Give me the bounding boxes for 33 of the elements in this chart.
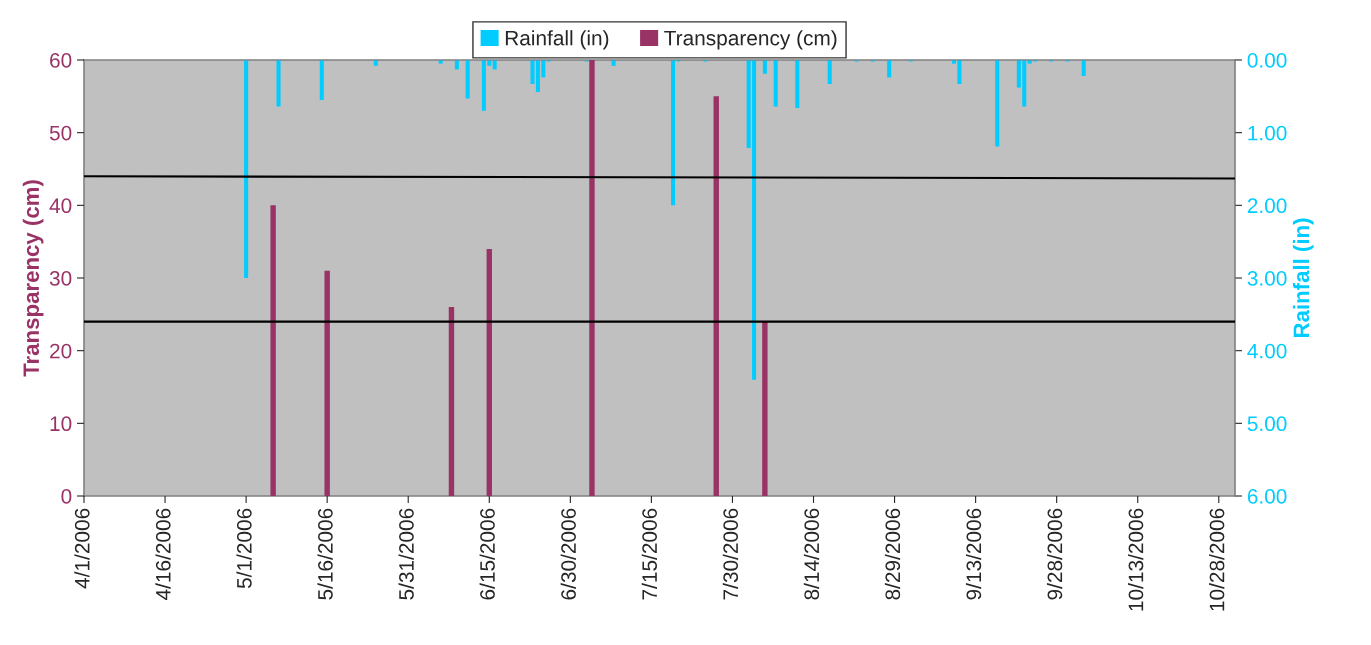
y-tick-label: 40: [49, 198, 72, 214]
y2-axis-title: Rainfall (in): [1292, 218, 1314, 337]
y-tick-label: 10: [50, 416, 72, 432]
y2-tick-label: 4.00: [1247, 343, 1287, 359]
x-tick-label: 4/1/2006: [74, 508, 90, 589]
x-tick-label: 5/16/2006: [317, 508, 333, 600]
x-tick-label: 5/31/2006: [398, 508, 414, 600]
y2-tick-label: 3.00: [1247, 271, 1287, 286]
y-tick-label: 50: [49, 125, 72, 141]
y2-tick-label: 5.00: [1247, 416, 1287, 432]
y-axis-title: Transparency (cm): [22, 180, 44, 377]
y2-tick-label: 2.00: [1247, 198, 1287, 214]
legend-label: Transparency (cm): [664, 30, 837, 50]
x-tick-label: 4/16/2006: [155, 508, 171, 600]
y-tick-label: 60: [50, 53, 72, 68]
y-tick-label: 20: [50, 343, 72, 359]
y2-tick-label: 6.00: [1247, 489, 1287, 504]
y-tick-label: 0: [61, 489, 72, 504]
x-tick-label: 9/28/2006: [1046, 508, 1063, 600]
y2-tick-label: 1.00: [1248, 125, 1287, 141]
legend-label: Rainfall (in): [505, 30, 609, 50]
y2-tick-label: 0.00: [1247, 53, 1287, 68]
x-tick-label: 9/13/2006: [965, 508, 982, 600]
x-tick-label: 10/13/2006: [1128, 508, 1144, 611]
x-tick-label: 7/15/2006: [641, 508, 657, 600]
y-tick-label: 30: [49, 271, 72, 286]
x-tick-label: 8/14/2006: [803, 508, 820, 600]
x-tick-label: 10/28/2006: [1209, 508, 1225, 611]
x-tick-label: 7/30/2006: [722, 508, 739, 600]
x-tick-label: 8/29/2006: [884, 508, 901, 600]
x-tick-label: 6/30/2006: [560, 508, 576, 600]
x-tick-label: 5/1/2006: [236, 508, 252, 589]
x-tick-label: 6/15/2006: [479, 508, 495, 600]
